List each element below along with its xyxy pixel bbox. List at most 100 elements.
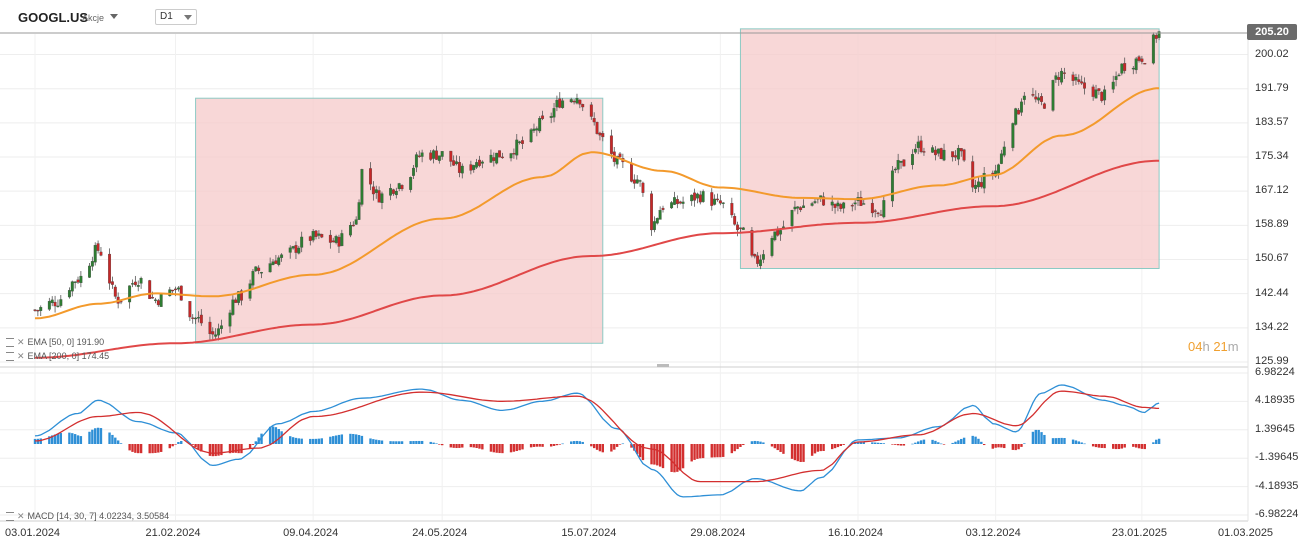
candle-body — [532, 128, 536, 131]
histogram-bar — [39, 438, 42, 444]
histogram-bar — [271, 426, 275, 444]
candle-body — [369, 168, 372, 185]
candle-body — [412, 167, 415, 176]
histogram-bar — [790, 444, 794, 459]
histogram-bar — [438, 444, 441, 445]
settings-icon[interactable] — [6, 352, 14, 362]
histogram-bar — [1143, 444, 1146, 450]
candle-body — [770, 238, 774, 256]
close-icon[interactable]: ✕ — [17, 351, 25, 361]
histogram-bar — [412, 441, 415, 444]
settings-icon[interactable] — [6, 512, 14, 522]
ema50-label: EMA [50, 0] 191.90 — [27, 337, 105, 347]
highlight-boxes[interactable] — [195, 28, 1160, 344]
histogram-bar — [354, 434, 358, 444]
legend-macd[interactable]: ✕ MACD [14, 30, 7] 4.02234, 3.50584 — [6, 511, 169, 522]
histogram-bar — [372, 439, 375, 444]
highlight-box — [195, 97, 604, 344]
macd-histogram — [33, 426, 1161, 473]
histogram-bar — [392, 441, 395, 444]
candle-body — [618, 153, 622, 158]
candle-body — [1077, 79, 1081, 82]
histogram-bar — [699, 444, 702, 459]
histogram-bar — [174, 444, 177, 445]
candle-body — [133, 281, 137, 286]
candle-body — [641, 182, 645, 193]
highlight-box — [739, 28, 1160, 270]
histogram-bar — [418, 440, 421, 444]
candle-body — [713, 198, 717, 205]
histogram-bar — [862, 442, 865, 444]
candle-body — [231, 299, 235, 315]
candle-body — [457, 161, 461, 173]
histogram-bar — [71, 433, 74, 444]
histogram-bar — [753, 440, 756, 444]
histogram-bar — [1152, 442, 1155, 444]
macd-y-tick-label: 4.18935 — [1255, 394, 1295, 407]
histogram-bar — [1071, 439, 1075, 444]
histogram-bar — [214, 444, 217, 457]
histogram-bar — [56, 433, 60, 444]
legend-ema50[interactable]: ✕ EMA [50, 0] 191.90 — [6, 337, 104, 348]
symbol-selector[interactable]: GOOGL.US — [18, 10, 89, 25]
candle-body — [288, 247, 292, 253]
histogram-bar — [1132, 444, 1135, 447]
candle-body — [455, 161, 458, 165]
histogram-bar — [88, 431, 91, 444]
candle-body — [260, 272, 263, 274]
legend-ema200[interactable]: ✕ EMA [200, 0] 174.45 — [6, 351, 109, 362]
y-tick-label: 134.22 — [1255, 320, 1289, 333]
histogram-bar — [836, 444, 840, 448]
candle-body — [598, 132, 602, 136]
candle-body — [630, 163, 633, 182]
candle-body — [498, 150, 502, 158]
candle-body — [893, 168, 897, 171]
candle-body — [675, 199, 679, 205]
histogram-bar — [458, 444, 461, 448]
candle-body — [50, 299, 54, 304]
histogram-bar — [899, 444, 903, 446]
histogram-bar — [151, 444, 154, 454]
close-icon[interactable]: ✕ — [17, 337, 25, 347]
histogram-bar — [601, 444, 604, 453]
candle-body — [693, 192, 697, 201]
candle-body — [500, 156, 504, 159]
candle-body — [1123, 63, 1127, 71]
histogram-bar — [1020, 444, 1023, 447]
histogram-bar — [452, 444, 455, 448]
candle-body — [311, 231, 315, 241]
settings-icon[interactable] — [6, 338, 14, 348]
candle-body — [1131, 67, 1135, 70]
candle-body — [1037, 97, 1041, 101]
y-tick-label: 175.34 — [1255, 150, 1289, 163]
candle-body — [257, 267, 261, 271]
histogram-bar — [435, 443, 438, 445]
histogram-bar — [802, 444, 805, 462]
histogram-bar — [397, 441, 401, 444]
candle-body — [59, 299, 63, 306]
candle-body — [581, 104, 585, 108]
histogram-bar — [317, 438, 321, 444]
timeframe-selector[interactable]: D1 — [155, 9, 197, 25]
histogram-bar — [1040, 432, 1043, 444]
candle-body — [839, 204, 843, 209]
histogram-bar — [369, 438, 372, 444]
close-icon[interactable]: ✕ — [17, 511, 25, 521]
candle-body — [859, 197, 863, 207]
candle-body — [896, 160, 900, 170]
histogram-bar — [228, 444, 232, 454]
candle-body — [1011, 123, 1015, 148]
histogram-bar — [191, 444, 194, 445]
histogram-bar — [137, 444, 140, 454]
candle-body — [870, 202, 874, 214]
chevron-down-icon[interactable] — [110, 14, 118, 19]
histogram-bar — [309, 438, 312, 444]
candle-body — [1134, 58, 1138, 71]
ema200-label: EMA [200, 0] 174.45 — [27, 351, 110, 361]
histogram-bar — [962, 437, 966, 444]
candle-body — [976, 181, 980, 188]
histogram-bar — [549, 444, 553, 447]
candle-body — [194, 317, 198, 320]
signal-line — [34, 390, 1160, 483]
